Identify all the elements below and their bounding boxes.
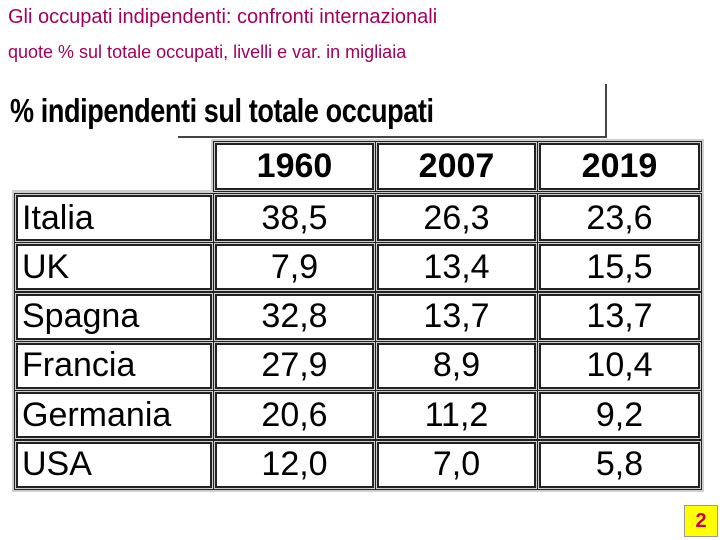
title: Gli occupati indipendenti: confronti int… [8,6,438,28]
table-cell: 10,4 [537,340,702,391]
column-header: 2019 [537,141,702,192]
caption-border [605,84,607,138]
table-cell: 32,8 [213,291,376,342]
table-cell: 12,0 [213,439,376,490]
caption-border [178,136,607,138]
subtitle: quote % sul totale occupati, livelli e v… [8,42,407,62]
table-cell: 8,9 [375,340,538,391]
table-cell: 26,3 [375,193,538,243]
column-header: 2007 [375,141,538,192]
table-cell: 5,8 [537,439,702,490]
row-label: Francia [14,340,214,391]
table-cell: 11,2 [375,390,538,441]
table-cell: 27,9 [213,340,376,391]
row-label: USA [14,439,214,490]
page-number: 2 [684,505,718,537]
row-label: UK [14,242,214,293]
table-cell: 7,9 [213,242,376,293]
row-label: Germania [14,390,214,441]
table-cell: 13,7 [375,291,538,342]
table-cell: 23,6 [537,193,702,243]
table-caption: % indipendenti sul totale occupati [10,92,434,129]
table-cell: 15,5 [537,242,702,293]
row-label: Spagna [14,291,214,342]
table-cell: 9,2 [537,390,702,441]
row-label: Italia [14,193,214,243]
table-cell: 20,6 [213,390,376,441]
table-cell: 13,4 [375,242,538,293]
table-cell: 7,0 [375,439,538,490]
column-header: 1960 [213,141,376,192]
table-cell: 38,5 [213,193,376,243]
table-cell: 13,7 [537,291,702,342]
